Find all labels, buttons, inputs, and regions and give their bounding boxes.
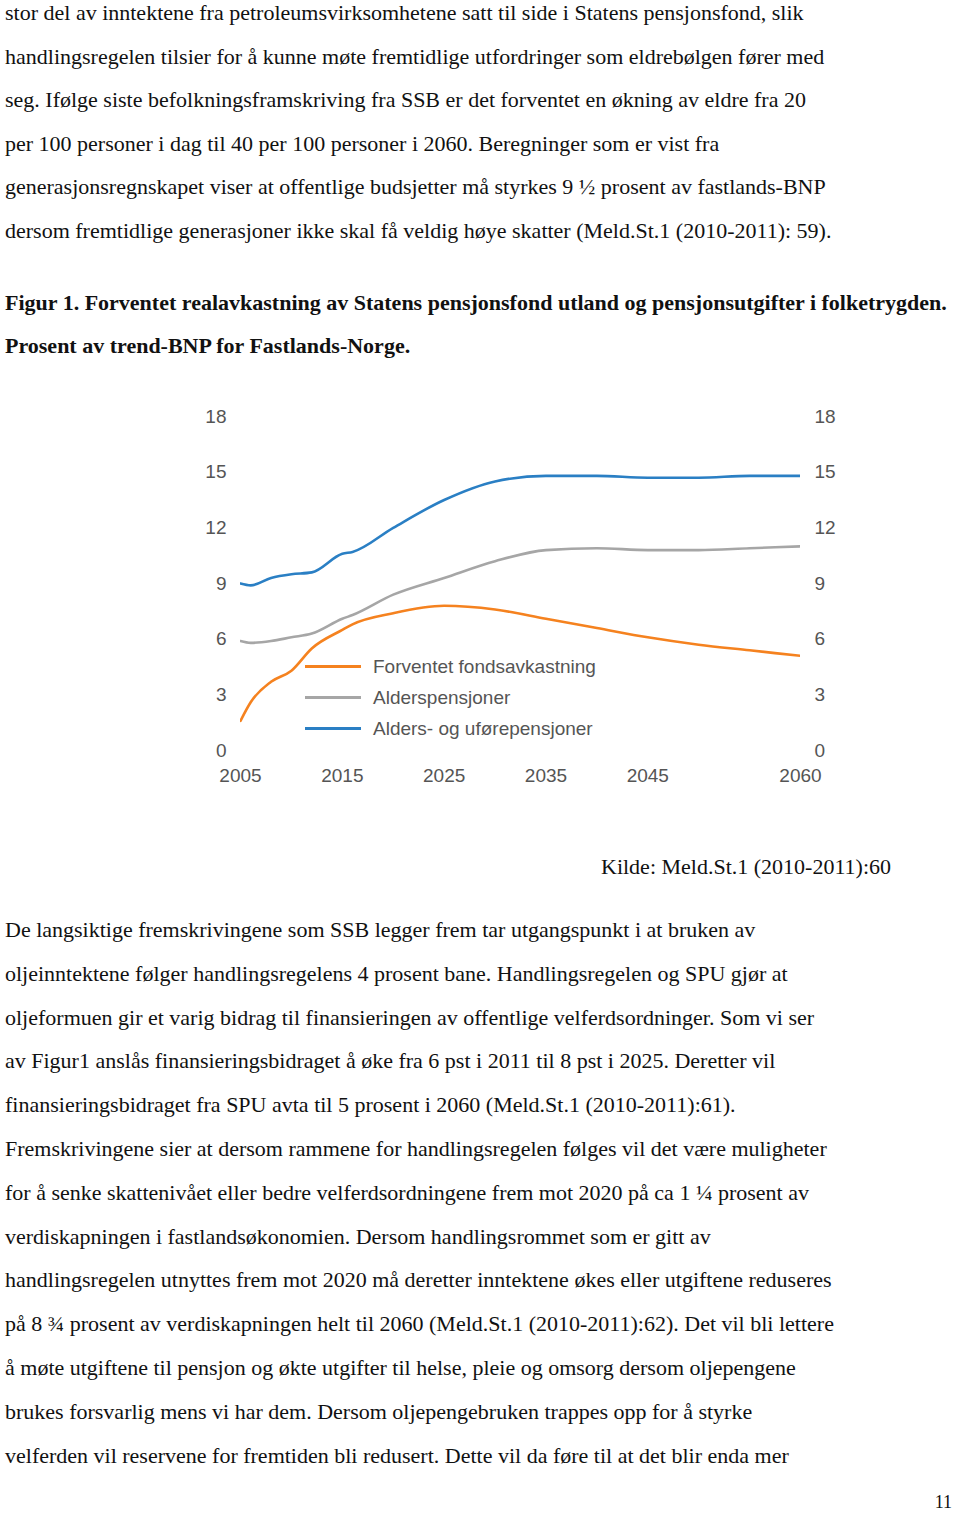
- svg-text:12: 12: [205, 517, 226, 538]
- html-text:å møte utgiftene til pensjon o: å møte utgiftene til pensjon og økte utg…: [5, 1355, 796, 1380]
- html-text:stor del av inntektene fra pet: stor del av inntektene fra petroleumsvir…: [5, 0, 804, 25]
- svg-text:2060: 2060: [779, 765, 821, 786]
- svg-text:6: 6: [216, 628, 227, 649]
- html-text:velferden vil reservene for fr: velferden vil reservene for fremtiden bl…: [5, 1442, 789, 1468]
- svg-text:12: 12: [815, 517, 836, 538]
- svg-text:3: 3: [815, 684, 826, 705]
- html-text:for å senke skattenivået eller: for å senke skattenivået eller bedre vel…: [5, 1179, 809, 1205]
- html-text:Forventet fondsavkastning: Forventet fondsavkastning: [373, 655, 596, 677]
- html-text:handlingsregelen utnyttes frem: handlingsregelen utnyttes frem mot 2020 …: [5, 1267, 832, 1293]
- html-text:Kilde: Meld.St.1 (2010-2011):6: Kilde: Meld.St.1 (2010-2011):60: [601, 854, 892, 879]
- html-text:seg. Ifølge siste befolkningsf: seg. Ifølge siste befolkningsframskrivin…: [5, 87, 806, 113]
- svg-text:18: 18: [205, 406, 226, 427]
- svg-text:15: 15: [205, 461, 226, 482]
- svg-text:18: 18: [815, 406, 836, 427]
- svg-text:0: 0: [216, 740, 227, 761]
- html-text:av Figur1 anslås finansierings: av Figur1 anslås finansieringsbidraget å…: [5, 1048, 776, 1074]
- html-text:Fremskrivingene sier at dersom: Fremskrivingene sier at dersom rammene f…: [5, 1136, 827, 1161]
- svg-text:2025: 2025: [423, 765, 465, 786]
- html-text:finansieringsbidraget fra SPU: finansieringsbidraget fra SPU avta til 5…: [5, 1092, 736, 1118]
- html-text:Alders- og uførepensjoner: Alders- og uførepensjoner: [373, 717, 593, 739]
- html-text:11: 11: [934, 1492, 952, 1512]
- html-text:Alderspensjoner: Alderspensjoner: [373, 686, 511, 708]
- html-text:oljeformuen gir et varig bidra: oljeformuen gir et varig bidrag til fina…: [5, 1004, 815, 1030]
- html-text:dersom fremtidlige generasjone: dersom fremtidlige generasjoner ikke ska…: [5, 218, 832, 243]
- html-text:generasjonsregnskapet viser at: generasjonsregnskapet viser at offentlig…: [5, 174, 826, 200]
- html-text:brukes forsvarlig mens vi har: brukes forsvarlig mens vi har dem. Derso…: [5, 1398, 753, 1424]
- svg-text:15: 15: [815, 461, 836, 482]
- svg-text:9: 9: [216, 573, 227, 594]
- svg-text:2045: 2045: [627, 765, 669, 786]
- svg-text:3: 3: [216, 684, 227, 705]
- html-text:per 100 personer i dag til 40: per 100 personer i dag til 40 per 100 pe…: [5, 130, 720, 156]
- svg-text:6: 6: [815, 628, 826, 649]
- svg-text:2035: 2035: [525, 765, 567, 786]
- html-text:på 8 ¾ prosent av verdiskapnin: på 8 ¾ prosent av verdiskapningen helt t…: [5, 1311, 834, 1337]
- html-text:oljeinntektene følger handling: oljeinntektene følger handlingsregelens …: [5, 960, 788, 986]
- html-text:verdiskapningen i fastlandsøko: verdiskapningen i fastlandsøkonomien. De…: [5, 1223, 711, 1249]
- svg-text:0: 0: [815, 740, 826, 761]
- svg-text:2005: 2005: [219, 765, 261, 786]
- html-text:handlingsregelen tilsier for å: handlingsregelen tilsier for å kunne møt…: [5, 43, 825, 69]
- svg-text:2015: 2015: [321, 765, 363, 786]
- html-text:Figur 1. Forventet realavkastn: Figur 1. Forventet realavkastning av Sta…: [5, 290, 947, 358]
- svg-text:9: 9: [815, 573, 826, 594]
- html-text:De langsiktige fremskrivingene: De langsiktige fremskrivingene som SSB l…: [5, 917, 756, 942]
